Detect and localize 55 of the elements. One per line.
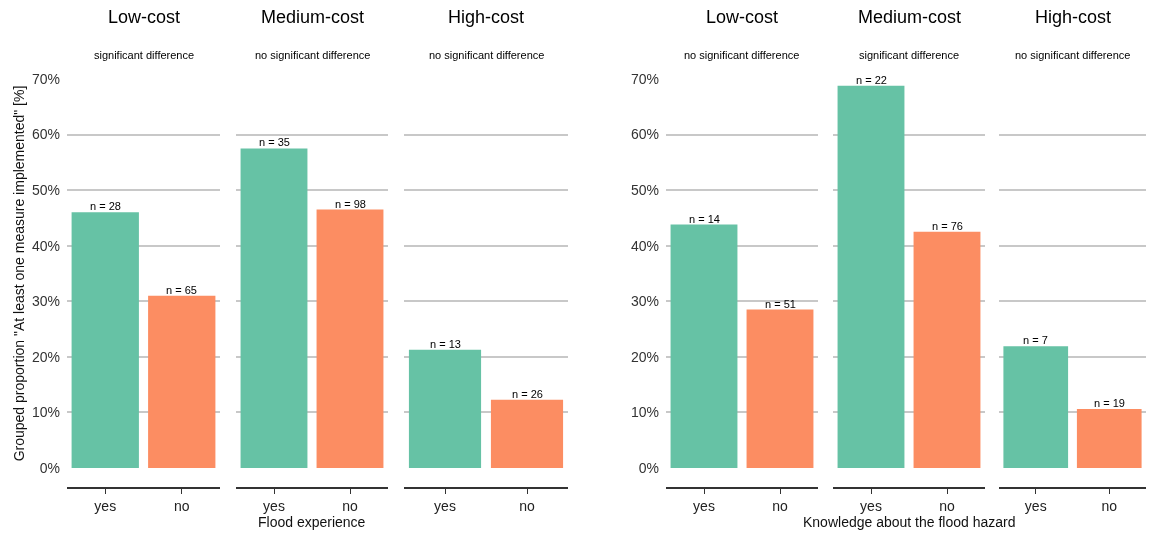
y-tick-label: 0% bbox=[638, 459, 659, 476]
chart-title: Medium-cost bbox=[261, 7, 365, 27]
y-tick-label: 70% bbox=[630, 70, 659, 87]
chart-subtitle: significant difference bbox=[859, 49, 960, 61]
y-tick-label: 30% bbox=[630, 293, 659, 310]
annotation: n = 22 bbox=[856, 74, 887, 86]
y-tick-label: 40% bbox=[630, 237, 659, 254]
chart-title: High-cost bbox=[1035, 7, 1112, 27]
x-tick-label: yes bbox=[434, 497, 456, 514]
y-tick-label: 0% bbox=[39, 459, 60, 476]
y-tick-label: 50% bbox=[630, 182, 659, 199]
x-tick-label: no bbox=[519, 497, 535, 514]
y-tick-label: 20% bbox=[630, 348, 659, 365]
chart-title: High-cost bbox=[448, 7, 525, 27]
annotation: n = 13 bbox=[430, 338, 461, 350]
x-tick-label: yes bbox=[693, 497, 715, 514]
y-tick-label: 10% bbox=[31, 404, 60, 421]
chart-subtitle: no significant difference bbox=[684, 49, 800, 61]
y-tick-label: 10% bbox=[630, 404, 659, 421]
y-tick-label: 20% bbox=[31, 348, 60, 365]
y-tick-label: 50% bbox=[31, 182, 60, 199]
annotation: n = 76 bbox=[932, 220, 963, 232]
chart-subtitle: no significant difference bbox=[429, 49, 545, 61]
y-axis-title: Grouped proportion "At least one measure implemented" [%] bbox=[10, 85, 27, 462]
annotation: n = 65 bbox=[166, 284, 197, 296]
annotation: n = 26 bbox=[512, 388, 543, 400]
annotation: n = 51 bbox=[765, 298, 796, 310]
x-tick-label: yes bbox=[263, 497, 285, 514]
x-axis-title: Flood experience bbox=[258, 514, 366, 530]
y-tick-label: 60% bbox=[31, 126, 60, 143]
annotation: n = 19 bbox=[1094, 397, 1125, 409]
x-tick-label: no bbox=[1101, 497, 1118, 514]
chart-subtitle: significant difference bbox=[94, 49, 195, 61]
chart-subtitle: no significant difference bbox=[255, 49, 371, 61]
x-tick-label: no bbox=[772, 497, 788, 514]
y-tick-label: 70% bbox=[31, 70, 60, 87]
annotation: n = 14 bbox=[689, 213, 720, 225]
y-tick-label: 60% bbox=[630, 126, 659, 143]
annotation: n = 7 bbox=[1023, 334, 1048, 346]
chart-title: Medium-cost bbox=[858, 7, 962, 27]
annotation: n = 35 bbox=[259, 136, 290, 148]
x-tick-label: no bbox=[939, 497, 955, 514]
x-axis-title: Knowledge about the flood hazard bbox=[803, 514, 1016, 530]
x-tick-label: yes bbox=[1024, 497, 1047, 514]
x-tick-label: no bbox=[173, 497, 190, 514]
chart-title: Low-cost bbox=[108, 7, 181, 27]
chart-title: Low-cost bbox=[706, 7, 779, 27]
chart-subtitle: no significant difference bbox=[1015, 49, 1131, 61]
x-tick-label: yes bbox=[860, 497, 882, 514]
annotation: n = 98 bbox=[335, 198, 366, 210]
y-tick-label: 40% bbox=[31, 237, 60, 254]
x-tick-label: no bbox=[342, 497, 358, 514]
annotation: n = 28 bbox=[90, 200, 121, 212]
y-tick-label: 30% bbox=[31, 293, 60, 310]
x-tick-label: yes bbox=[94, 497, 117, 514]
